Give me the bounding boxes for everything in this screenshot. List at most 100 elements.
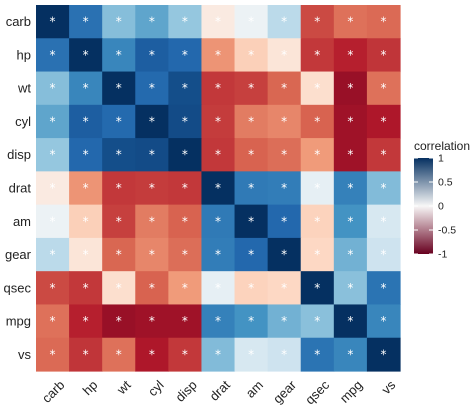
heatmap-cell-mpg-drat [201, 304, 236, 339]
heatmap-cell-gear-mpg [333, 237, 368, 272]
cell-marker: * [314, 248, 320, 262]
heatmap-cell-wt-mpg [333, 71, 368, 106]
cell-marker: * [281, 48, 287, 62]
heatmap-cell-gear-drat [201, 237, 236, 272]
heatmap-cell-vs-disp [168, 337, 203, 372]
cell-marker: * [281, 15, 287, 29]
cell-marker: * [380, 15, 386, 29]
cell-marker: * [149, 48, 155, 62]
heatmap-cell-vs-cyl [135, 337, 169, 372]
heatmap-cell-gear-wt [102, 237, 136, 272]
cell-marker: * [215, 281, 221, 295]
heatmap-cell-disp-wt [102, 138, 136, 172]
heatmap-cell-am-carb [36, 204, 70, 239]
x-tick-label-cyl: cyl [145, 377, 167, 399]
heatmap-cell-drat-wt [102, 171, 136, 206]
cell-marker: * [314, 347, 320, 361]
cell-marker: * [116, 81, 122, 95]
cell-marker: * [50, 114, 56, 128]
heatmap-cell-drat-vs [366, 171, 401, 206]
heatmap-cell-drat-hp [69, 171, 103, 206]
cell-marker: * [347, 248, 353, 262]
heatmap-cell-cyl-am [234, 104, 269, 139]
cell-marker: * [215, 314, 221, 328]
heatmap-cell-mpg-qsec [300, 304, 335, 339]
cell-marker: * [83, 181, 89, 195]
heatmap-cell-mpg-wt [102, 304, 136, 339]
cell-marker: * [182, 148, 188, 162]
heatmap-cell-wt-cyl [135, 71, 169, 106]
y-tick-label-carb: carb [6, 14, 31, 29]
cell-marker: * [248, 15, 254, 29]
cell-marker: * [281, 114, 287, 128]
heatmap-cell-drat-gear [267, 171, 302, 206]
x-tick-label-disp: disp [172, 377, 199, 404]
cell-marker: * [281, 148, 287, 162]
cell-marker: * [149, 314, 155, 328]
heatmap-cell-qsec-cyl [135, 271, 169, 306]
heatmap-cell-wt-gear [267, 71, 302, 106]
cell-marker: * [380, 181, 386, 195]
cell-marker: * [248, 214, 254, 228]
heatmap-cell-carb-drat [201, 5, 236, 39]
legend-tick-label: 0 [438, 201, 444, 213]
heatmap-cell-gear-vs [366, 237, 401, 272]
cell-marker: * [314, 148, 320, 162]
y-tick-label-am: am [13, 214, 31, 229]
heatmap-cell-hp-am [234, 38, 269, 73]
y-tick-label-cyl: cyl [15, 114, 31, 129]
heatmap-cell-drat-carb [36, 171, 70, 206]
cell-marker: * [83, 48, 89, 62]
heatmap-cell-wt-am [234, 71, 269, 106]
cell-marker: * [149, 214, 155, 228]
cell-marker: * [182, 15, 188, 29]
cell-marker: * [314, 281, 320, 295]
heatmap-cell-carb-wt [102, 5, 136, 39]
cell-marker: * [182, 214, 188, 228]
heatmap-cell-disp-carb [36, 138, 70, 172]
heatmap-cell-am-disp [168, 204, 203, 239]
cell-marker: * [347, 81, 353, 95]
cell-marker: * [182, 347, 188, 361]
cell-marker: * [149, 148, 155, 162]
cell-marker: * [50, 281, 56, 295]
heatmap-cell-carb-am [234, 5, 269, 39]
heatmap-cell-mpg-vs [366, 304, 401, 339]
cell-marker: * [116, 148, 122, 162]
y-tick-label-disp: disp [7, 147, 31, 162]
cell-marker: * [116, 181, 122, 195]
cell-marker: * [149, 347, 155, 361]
cell-marker: * [215, 81, 221, 95]
heatmap-cell-cyl-qsec [300, 104, 335, 139]
heatmap-cell-qsec-carb [36, 271, 70, 306]
y-tick-label-gear: gear [5, 247, 32, 262]
heatmap-cell-cyl-vs [366, 104, 401, 139]
heatmap-cell-hp-hp [69, 38, 103, 73]
heatmap-cell-wt-wt [102, 71, 136, 106]
cell-marker: * [215, 347, 221, 361]
cell-marker: * [248, 148, 254, 162]
cell-marker: * [314, 114, 320, 128]
heatmap-cell-hp-carb [36, 38, 70, 73]
heatmap-cell-gear-cyl [135, 237, 169, 272]
cell-marker: * [215, 114, 221, 128]
heatmap-cell-vs-gear [267, 337, 302, 372]
cell-marker: * [116, 314, 122, 328]
heatmap-cell-hp-cyl [135, 38, 169, 73]
x-tick-label-am: am [243, 377, 266, 400]
cell-marker: * [248, 48, 254, 62]
y-axis-tick-labels: carb hp wt cyl disp drat am gear qsec mpg vs [4, 14, 32, 362]
heatmap-cell-vs-am [234, 337, 269, 372]
cell-marker: * [182, 114, 188, 128]
cell-marker: * [347, 15, 353, 29]
heatmap-cell-carb-vs [366, 5, 401, 39]
cell-marker: * [347, 48, 353, 62]
heatmap-cell-disp-disp [168, 138, 203, 172]
cell-marker: * [281, 214, 287, 228]
x-tick-label-mpg: mpg [337, 377, 365, 405]
cell-marker: * [248, 114, 254, 128]
cell-marker: * [215, 181, 221, 195]
heatmap-cell-mpg-am [234, 304, 269, 339]
heatmap-cell-disp-am [234, 138, 269, 172]
